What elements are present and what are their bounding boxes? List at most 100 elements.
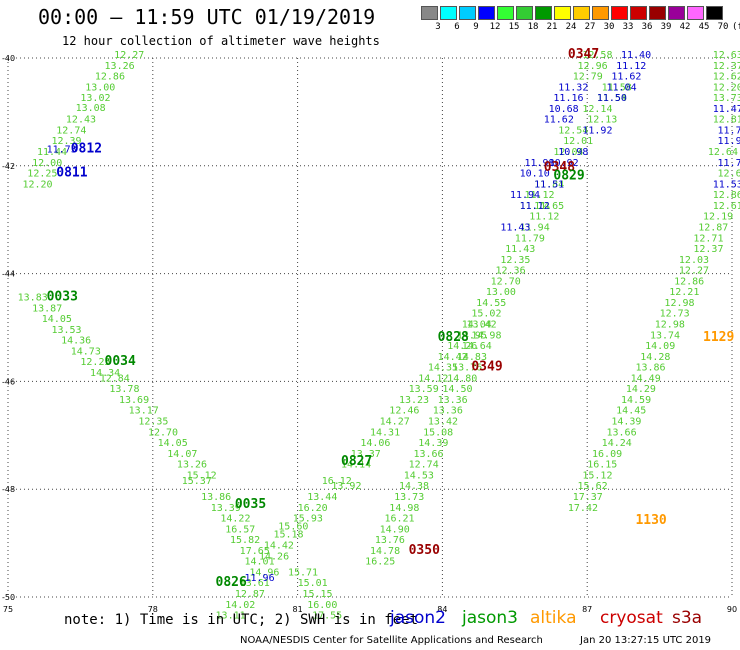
- wave-height-value: 13.76: [375, 535, 405, 546]
- satellite-legend-cryosat: cryosat: [600, 608, 663, 628]
- wave-height-value: 13.11: [216, 611, 246, 622]
- wave-height-value: 15.60: [278, 522, 308, 533]
- colorbar-label: 24: [565, 22, 577, 32]
- wave-height-value: 12.87: [235, 589, 265, 600]
- wave-height-value: 11.12: [616, 61, 646, 72]
- y-tick-label: -44: [2, 270, 15, 279]
- pass-time-label: 0829: [553, 168, 584, 183]
- wave-height-value: 13.36: [433, 406, 463, 417]
- wave-height-value: 14.42: [438, 352, 468, 363]
- wave-height-value: 14.31: [370, 427, 400, 438]
- pass-time-label: 0350: [409, 543, 440, 558]
- wave-height-value: 12.70: [491, 276, 521, 287]
- wave-height-value: 13.42: [467, 320, 497, 331]
- wave-height-value: 12.27: [114, 50, 144, 61]
- wave-height-value: 12.04: [553, 147, 583, 158]
- wave-height-value: 12.63: [713, 50, 740, 61]
- colorbar-swatch: [649, 6, 666, 20]
- wave-height-value: 11.79: [515, 233, 545, 244]
- wave-height-value: 11.94: [510, 190, 540, 201]
- colorbar-swatch: [554, 6, 571, 20]
- colorbar-label: 9: [473, 22, 479, 32]
- wave-height-value: 11.32: [558, 82, 588, 93]
- colorbar-label: 45: [698, 22, 710, 32]
- wave-height-value: 14.50: [442, 384, 472, 395]
- colorbar-swatch: [687, 6, 704, 20]
- colorbar-swatch: [421, 6, 438, 20]
- wave-height-value: 12.14: [582, 104, 612, 115]
- wave-height-value: 14.49: [631, 373, 661, 384]
- wave-height-value: 13.86: [201, 492, 231, 503]
- wave-height-value: 14.35: [428, 363, 458, 374]
- wave-height-value: 12.58: [582, 50, 612, 61]
- wave-height-value: 12.25: [27, 169, 57, 180]
- wave-height-value: 11.96: [245, 573, 275, 584]
- wave-height-value: 12.86: [95, 72, 125, 83]
- wave-height-value: 13.74: [650, 330, 680, 341]
- wave-height-value: 13.86: [635, 363, 665, 374]
- wave-height-value: 12.39: [51, 136, 81, 147]
- wave-height-value: 11.12: [529, 212, 559, 223]
- colorbar-label: 39: [660, 22, 672, 32]
- colorbar-label: 6: [454, 22, 460, 32]
- wave-height-value: 11.84: [534, 179, 564, 190]
- pass-time-label: 0035: [235, 497, 266, 512]
- wave-height-value: 14.95: [457, 330, 487, 341]
- footer-timestamp: Jan 20 13:27:15 UTC 2019: [580, 635, 712, 646]
- wave-height-value: 14.98: [389, 503, 419, 514]
- colorbar-swatch: [706, 6, 723, 20]
- wave-height-value: 16.12: [322, 476, 352, 487]
- x-tick-label: 90: [727, 605, 737, 614]
- wave-height-value: 16.09: [592, 449, 622, 460]
- colorbar-swatch: [573, 6, 590, 20]
- wave-height-value: 11.51: [534, 179, 564, 190]
- satellite-legend-jason2: jason2: [390, 608, 446, 628]
- wave-height-value: 10.92: [549, 158, 579, 169]
- colorbar-label: 18: [527, 22, 539, 32]
- wave-height-value: 12.64: [718, 169, 740, 180]
- wave-height-value: 16.25: [365, 557, 395, 568]
- wave-height-value: 12.13: [587, 115, 617, 126]
- wave-height-value: 12.61: [713, 201, 740, 212]
- wave-height-value: 14.05: [42, 314, 72, 325]
- colorbar-label: 21: [546, 22, 558, 32]
- pass-time-label: 1130: [635, 513, 666, 528]
- wave-height-value: 11.54: [597, 93, 627, 104]
- wave-height-value: 11.44: [37, 147, 67, 158]
- wave-height-value: 14.06: [360, 438, 390, 449]
- colorbar-label: 12: [489, 22, 501, 32]
- wave-height-value: 14.27: [380, 417, 410, 428]
- wave-height-value: 15.37: [182, 476, 212, 487]
- wave-height-value: 13.73: [713, 93, 740, 104]
- wave-height-value: 11.43: [505, 244, 535, 255]
- y-tick-label: -40: [2, 54, 15, 63]
- wave-height-value: 12.64: [708, 147, 738, 158]
- wave-height-value: 15.01: [298, 578, 328, 589]
- wave-height-value: 12.20: [713, 82, 740, 93]
- wave-height-value: 14.83: [457, 352, 487, 363]
- wave-height-value: 13.36: [438, 395, 468, 406]
- wave-height-value: 12.37: [693, 244, 723, 255]
- wave-height-value: 12.37: [713, 61, 740, 72]
- wave-height-value: 14.80: [447, 373, 477, 384]
- wave-height-value: 13.83: [18, 293, 48, 304]
- wave-height-value: 14.96: [249, 567, 279, 578]
- wave-height-value: 12.74: [409, 460, 439, 471]
- wave-height-value: 14.38: [399, 481, 429, 492]
- pass-time-label: 0828: [438, 330, 469, 345]
- colorbar-swatch: [478, 6, 495, 20]
- wave-height-value: 11.92: [582, 125, 612, 136]
- wave-height-value: 14.73: [71, 346, 101, 357]
- footer-credit: NOAA/NESDIS Center for Satellite Applica…: [240, 635, 543, 646]
- chart-title: 00:00 – 11:59 UTC 01/19/2019: [38, 5, 376, 29]
- wave-height-value: 13.39: [211, 503, 241, 514]
- wave-height-value: 14.26: [259, 551, 289, 562]
- wave-height-value: 11.65: [534, 201, 564, 212]
- wave-height-value: 15.71: [288, 567, 318, 578]
- wave-height-value: 11.73: [47, 144, 77, 155]
- wave-height-value: 14.12: [418, 373, 448, 384]
- wave-height-value: 12.54: [558, 125, 588, 136]
- wave-height-value: 14.14: [341, 460, 371, 471]
- wave-height-value: 14.28: [640, 352, 670, 363]
